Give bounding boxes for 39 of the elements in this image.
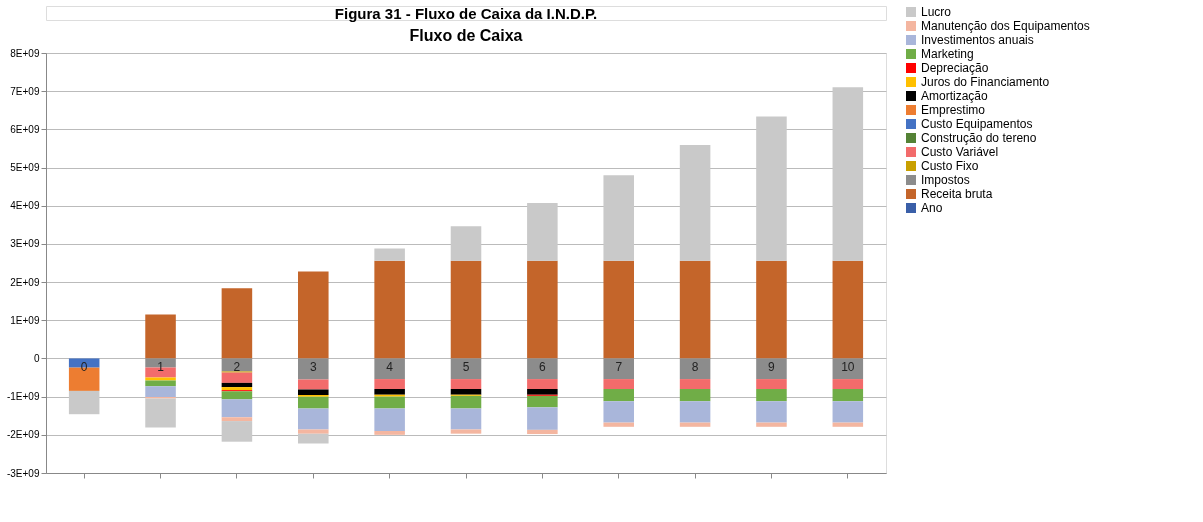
- data-label: 4: [386, 360, 394, 375]
- y-tick-label: -1E+09: [6, 391, 40, 403]
- y-tick-label: 3E+09: [10, 238, 40, 250]
- legend-label: Depreciação: [921, 61, 989, 75]
- y-tick-label: 7E+09: [10, 85, 40, 97]
- legend-label: Investimentos anuais: [921, 33, 1034, 47]
- legend-label: Amortização: [921, 89, 989, 103]
- legend-label: Custo Equipamentos: [921, 117, 1033, 131]
- legend-label: Ano: [921, 201, 943, 215]
- legend-label: Construção do tereno: [921, 131, 1037, 145]
- chart-title: Fluxo de Caixa: [409, 27, 523, 44]
- data-label: 6: [539, 360, 547, 375]
- legend-label: Custo Variável: [921, 145, 999, 159]
- y-tick-label: 8E+09: [10, 47, 40, 59]
- y-tick-label: -3E+09: [6, 467, 40, 479]
- legend-label: Manutenção dos Equipamentos: [921, 19, 1090, 33]
- data-label: 5: [462, 360, 470, 375]
- y-tick-label: -2E+09: [6, 429, 40, 441]
- legend-label: Impostos: [921, 173, 970, 187]
- y-tick-label: 1E+09: [10, 314, 40, 326]
- legend-label: Custo Fixo: [921, 159, 979, 173]
- legend-label: Marketing: [921, 47, 974, 61]
- data-label: 2: [233, 360, 241, 375]
- data-label: 10: [841, 360, 855, 375]
- data-label: 8: [691, 360, 699, 375]
- y-tick-label: 4E+09: [10, 200, 40, 212]
- y-tick-label: 0: [33, 352, 40, 364]
- legend-label: Lucro: [921, 5, 952, 19]
- y-tick-label: 5E+09: [10, 162, 40, 174]
- data-label: 1: [157, 360, 165, 375]
- data-label: 9: [768, 360, 776, 375]
- data-label: 3: [309, 360, 317, 375]
- legend-label: Juros do Financiamento: [921, 75, 1050, 89]
- y-tick-label: 2E+09: [10, 276, 40, 288]
- legend-label: Receita bruta: [921, 187, 993, 201]
- text: Figura 31 - Fluxo de Caixa da I.N.D.P.: [334, 5, 598, 22]
- legend-label: Emprestimo: [921, 103, 986, 117]
- y-tick-label: 6E+09: [10, 123, 40, 135]
- data-label: 7: [615, 360, 623, 375]
